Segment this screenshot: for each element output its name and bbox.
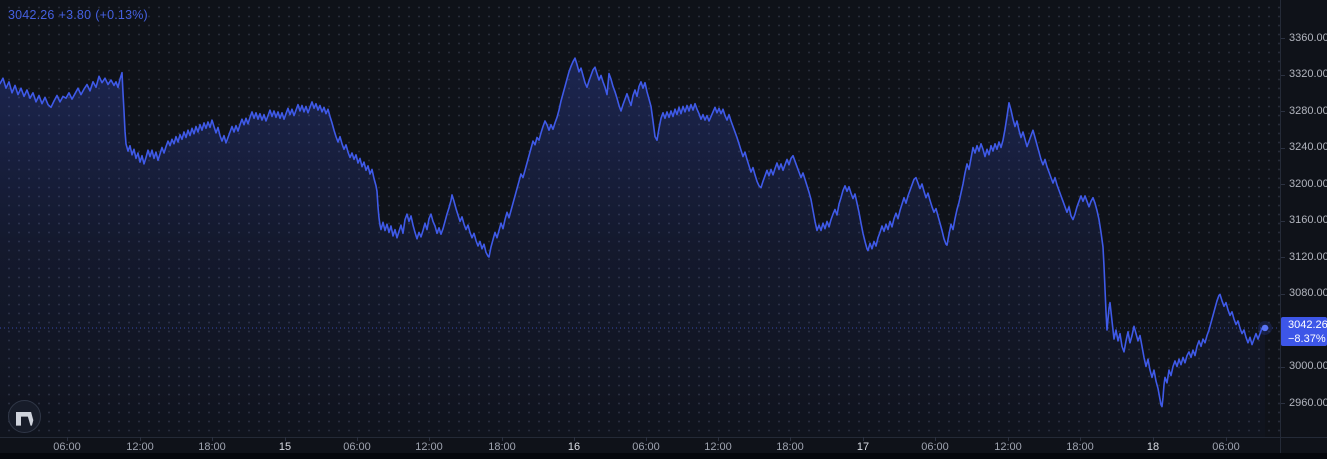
time-axis-tick: [863, 437, 864, 441]
price-axis-label: 3240.00: [1289, 141, 1327, 153]
time-axis-label: 06:00: [343, 441, 371, 453]
price-axis-label: 3280.00: [1289, 104, 1327, 117]
time-axis-tick: [212, 437, 213, 441]
price-axis-label: 3360.00: [1289, 31, 1327, 44]
time-axis-label: 12:00: [415, 441, 443, 453]
last-price-marker: [1261, 324, 1269, 332]
time-axis-label: 12:00: [704, 441, 732, 453]
price-axis-tick: [1281, 74, 1285, 76]
price-line: [0, 57, 1266, 408]
price-axis[interactable]: 3360.00 3320.00 3280.00 3240.00 3200.00 3160.…: [1281, 0, 1327, 437]
price-axis-separator: [1280, 0, 1281, 453]
price-axis-tick: [1281, 220, 1285, 222]
legend-change: +3.80: [58, 8, 92, 22]
bottom-edge-strip: [0, 453, 1327, 459]
price-axis-tick: [1281, 403, 1285, 404]
price-axis-tick: [1281, 111, 1285, 112]
time-axis-label: 12:00: [994, 441, 1022, 453]
price-axis-label: 3200.00: [1289, 177, 1327, 190]
current-price-value: 3042.26: [1288, 318, 1327, 331]
time-axis-tick: [935, 437, 936, 441]
time-axis-label: 15: [278, 441, 292, 453]
time-axis-tick: [646, 437, 647, 441]
legend-change-percent: (+0.13%): [95, 8, 148, 22]
current-price-percent: −8.37%: [1288, 332, 1326, 345]
time-axis-tick: [285, 437, 286, 441]
price-axis-tick: [1281, 257, 1285, 258]
time-axis-separator: [0, 437, 1327, 438]
price-axis-tick: [1281, 366, 1285, 368]
tradingview-logo[interactable]: [7, 399, 42, 434]
time-axis-label: 06:00: [921, 441, 949, 453]
legend-last-price: 3042.26: [8, 8, 55, 22]
price-axis-tick: [1281, 184, 1285, 185]
time-axis-tick: [357, 437, 358, 441]
time-axis-label: 16: [567, 441, 581, 453]
time-axis-tick: [1226, 437, 1227, 441]
time-axis-label: 12:00: [126, 441, 154, 453]
time-axis-label: 17: [856, 441, 870, 453]
price-axis-label: 3120.00: [1289, 250, 1327, 263]
time-axis-label: 18:00: [198, 441, 226, 453]
time-axis-label: 06:00: [632, 441, 660, 453]
time-axis-tick: [429, 437, 430, 441]
time-axis-tick: [1080, 437, 1081, 441]
price-axis-label: 3080.00: [1289, 287, 1327, 299]
time-axis-tick: [502, 437, 503, 441]
time-axis[interactable]: 1406:0012:0018:001506:0012:0018:001606:0…: [0, 438, 1327, 453]
symbol-legend: 3042.26 +3.80 (+0.13%): [8, 8, 152, 22]
time-axis-tick: [140, 437, 141, 441]
price-axis-tick: [1281, 147, 1285, 149]
time-axis-label: 06:00: [53, 441, 81, 453]
time-axis-label: 18:00: [488, 441, 516, 453]
time-axis-tick: [67, 437, 68, 441]
time-axis-tick: [718, 437, 719, 441]
price-axis-label: 2960.00: [1289, 396, 1327, 409]
price-axis-tick: [1281, 38, 1285, 39]
price-chart-canvas: [0, 57, 1280, 437]
time-axis-label: 18: [1146, 441, 1160, 453]
time-axis-tick: [790, 437, 791, 441]
price-axis-label: 3160.00: [1289, 214, 1327, 226]
time-axis-tick: [1153, 437, 1154, 441]
tradingview-logo-icon: [8, 400, 41, 433]
price-area-fill: [0, 58, 1265, 437]
time-axis-label: 06:00: [1212, 441, 1240, 453]
current-price-badge: 3042.26 −8.37%: [1281, 316, 1327, 346]
price-axis-tick: [1281, 293, 1285, 295]
time-axis-label: 18:00: [776, 441, 804, 453]
time-axis-label: 18:00: [1066, 441, 1094, 453]
time-axis-tick: [1008, 437, 1009, 441]
chart-plot-area[interactable]: [0, 0, 1280, 437]
price-axis-label: 3000.00: [1289, 360, 1327, 372]
time-axis-tick: [574, 437, 575, 441]
price-axis-label: 3320.00: [1289, 68, 1327, 80]
